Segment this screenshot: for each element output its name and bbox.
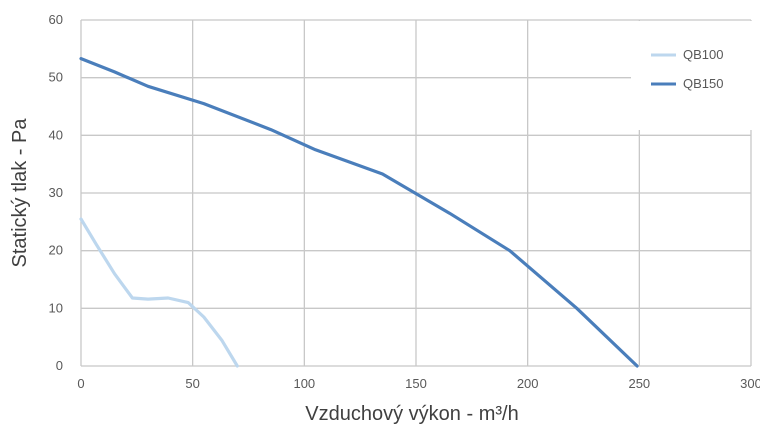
x-tick-label: 150 [405, 376, 427, 391]
x-tick-label: 200 [517, 376, 539, 391]
series-line-qb150 [79, 57, 639, 368]
y-axis-title: Statický tlak - Pa [9, 118, 31, 268]
tick-labels: 0 50 100 150 200 250 300 0 10 20 30 40 50 60 [49, 12, 760, 391]
legend-label-qb150: QB150 [683, 76, 723, 91]
y-tick-label: 40 [49, 127, 63, 142]
y-tick-label: 50 [49, 70, 63, 85]
x-tick-label: 50 [185, 376, 199, 391]
x-tick-label: 0 [77, 376, 84, 391]
legend-label-qb100: QB100 [683, 47, 723, 62]
y-tick-label: 10 [49, 300, 63, 315]
x-tick-label: 250 [628, 376, 650, 391]
y-tick-label: 30 [49, 185, 63, 200]
x-tick-label: 100 [293, 376, 315, 391]
series-line-qb100 [79, 217, 239, 368]
y-tick-label: 20 [49, 243, 63, 258]
x-tick-label: 300 [740, 376, 760, 391]
legend: QB100 QB150 [631, 21, 755, 130]
y-tick-label: 0 [56, 358, 63, 373]
y-tick-label: 60 [49, 12, 63, 27]
legend-box [631, 21, 755, 130]
gridlines [80, 19, 752, 367]
x-axis-title: Vzduchový výkon - m³/h [305, 403, 518, 425]
series-lines [79, 57, 639, 368]
